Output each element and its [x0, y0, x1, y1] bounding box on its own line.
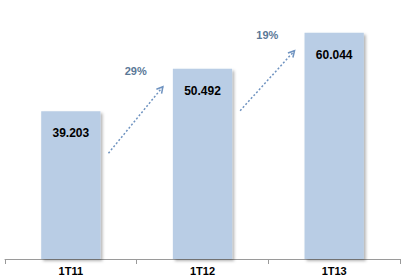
svg-text:1T11: 1T11 [59, 265, 83, 277]
svg-text:19%: 19% [256, 29, 278, 41]
svg-text:60.044: 60.044 [316, 48, 353, 62]
svg-text:1T13: 1T13 [322, 265, 347, 277]
svg-text:29%: 29% [125, 65, 147, 77]
svg-text:39.203: 39.203 [52, 126, 89, 140]
svg-text:50.492: 50.492 [184, 84, 221, 98]
svg-text:1T12: 1T12 [190, 265, 215, 277]
